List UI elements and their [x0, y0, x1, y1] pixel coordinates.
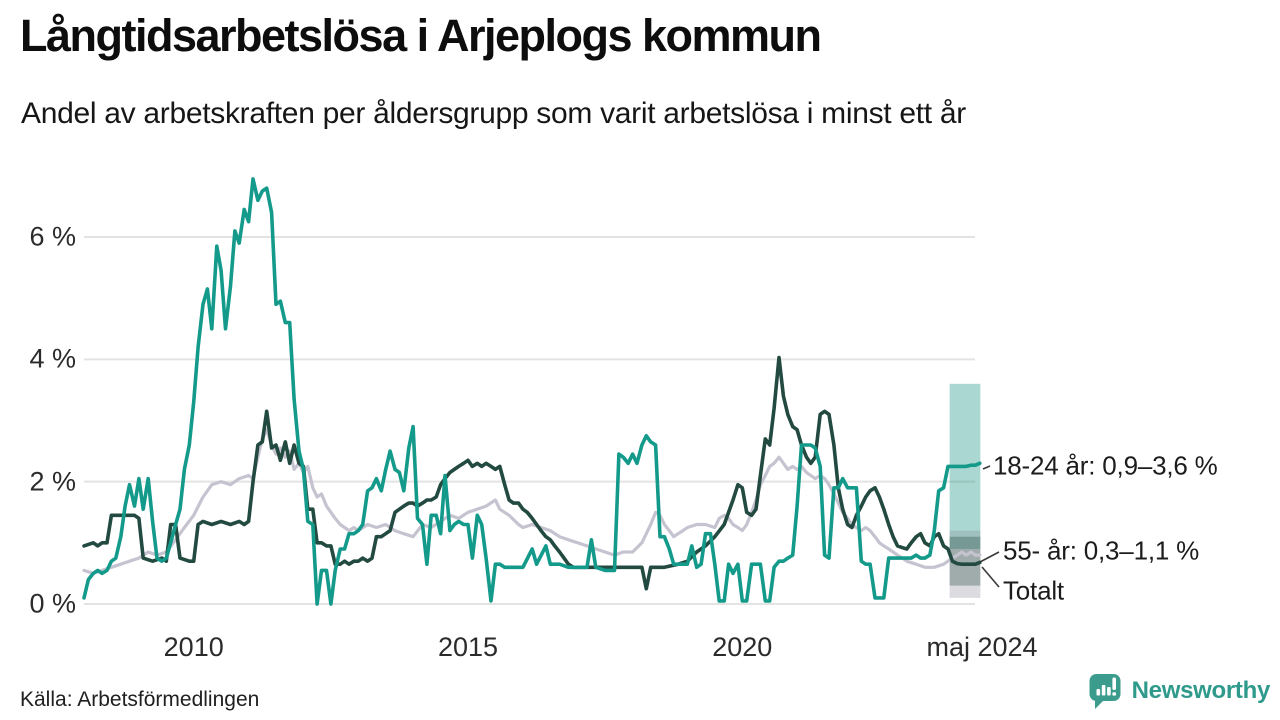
series-line-55 — [82, 355, 982, 591]
annotation-leader-1 — [979, 551, 1000, 563]
y-axis-tick: 0 % — [29, 588, 76, 619]
series-annotation-1: 55- år: 0,3–1,1 % — [1003, 535, 1200, 566]
x-axis-tick: 2010 — [163, 632, 224, 662]
y-axis-tick: 6 % — [29, 221, 76, 252]
y-axis-tick: 2 % — [29, 466, 76, 497]
chart-subtitle: Andel av arbetskraften per åldersgrupp s… — [21, 97, 966, 130]
brand-name: Newsworthy — [1131, 677, 1271, 704]
annotation-leader-0 — [982, 465, 991, 470]
page-title: Långtidsarbetslösa i Arjeplogs kommun — [20, 10, 822, 61]
x-axis-tick: maj 2024 — [926, 632, 1038, 662]
x-axis-tick: 2020 — [712, 632, 773, 662]
source-note: Källa: Arbetsförmedlingen — [20, 688, 260, 711]
annotation-leader-2 — [981, 566, 1000, 588]
series-line-18-24 — [82, 177, 982, 606]
y-axis-tick: 4 % — [29, 343, 76, 374]
brand-logo: Newsworthy — [1087, 672, 1270, 710]
series-annotation-2: Totalt — [1003, 575, 1064, 606]
x-axis-tick: 2015 — [437, 632, 499, 662]
newsworthy-icon — [1089, 674, 1121, 709]
series-annotation-0: 18-24 år: 0,9–3,6 % — [993, 450, 1218, 481]
